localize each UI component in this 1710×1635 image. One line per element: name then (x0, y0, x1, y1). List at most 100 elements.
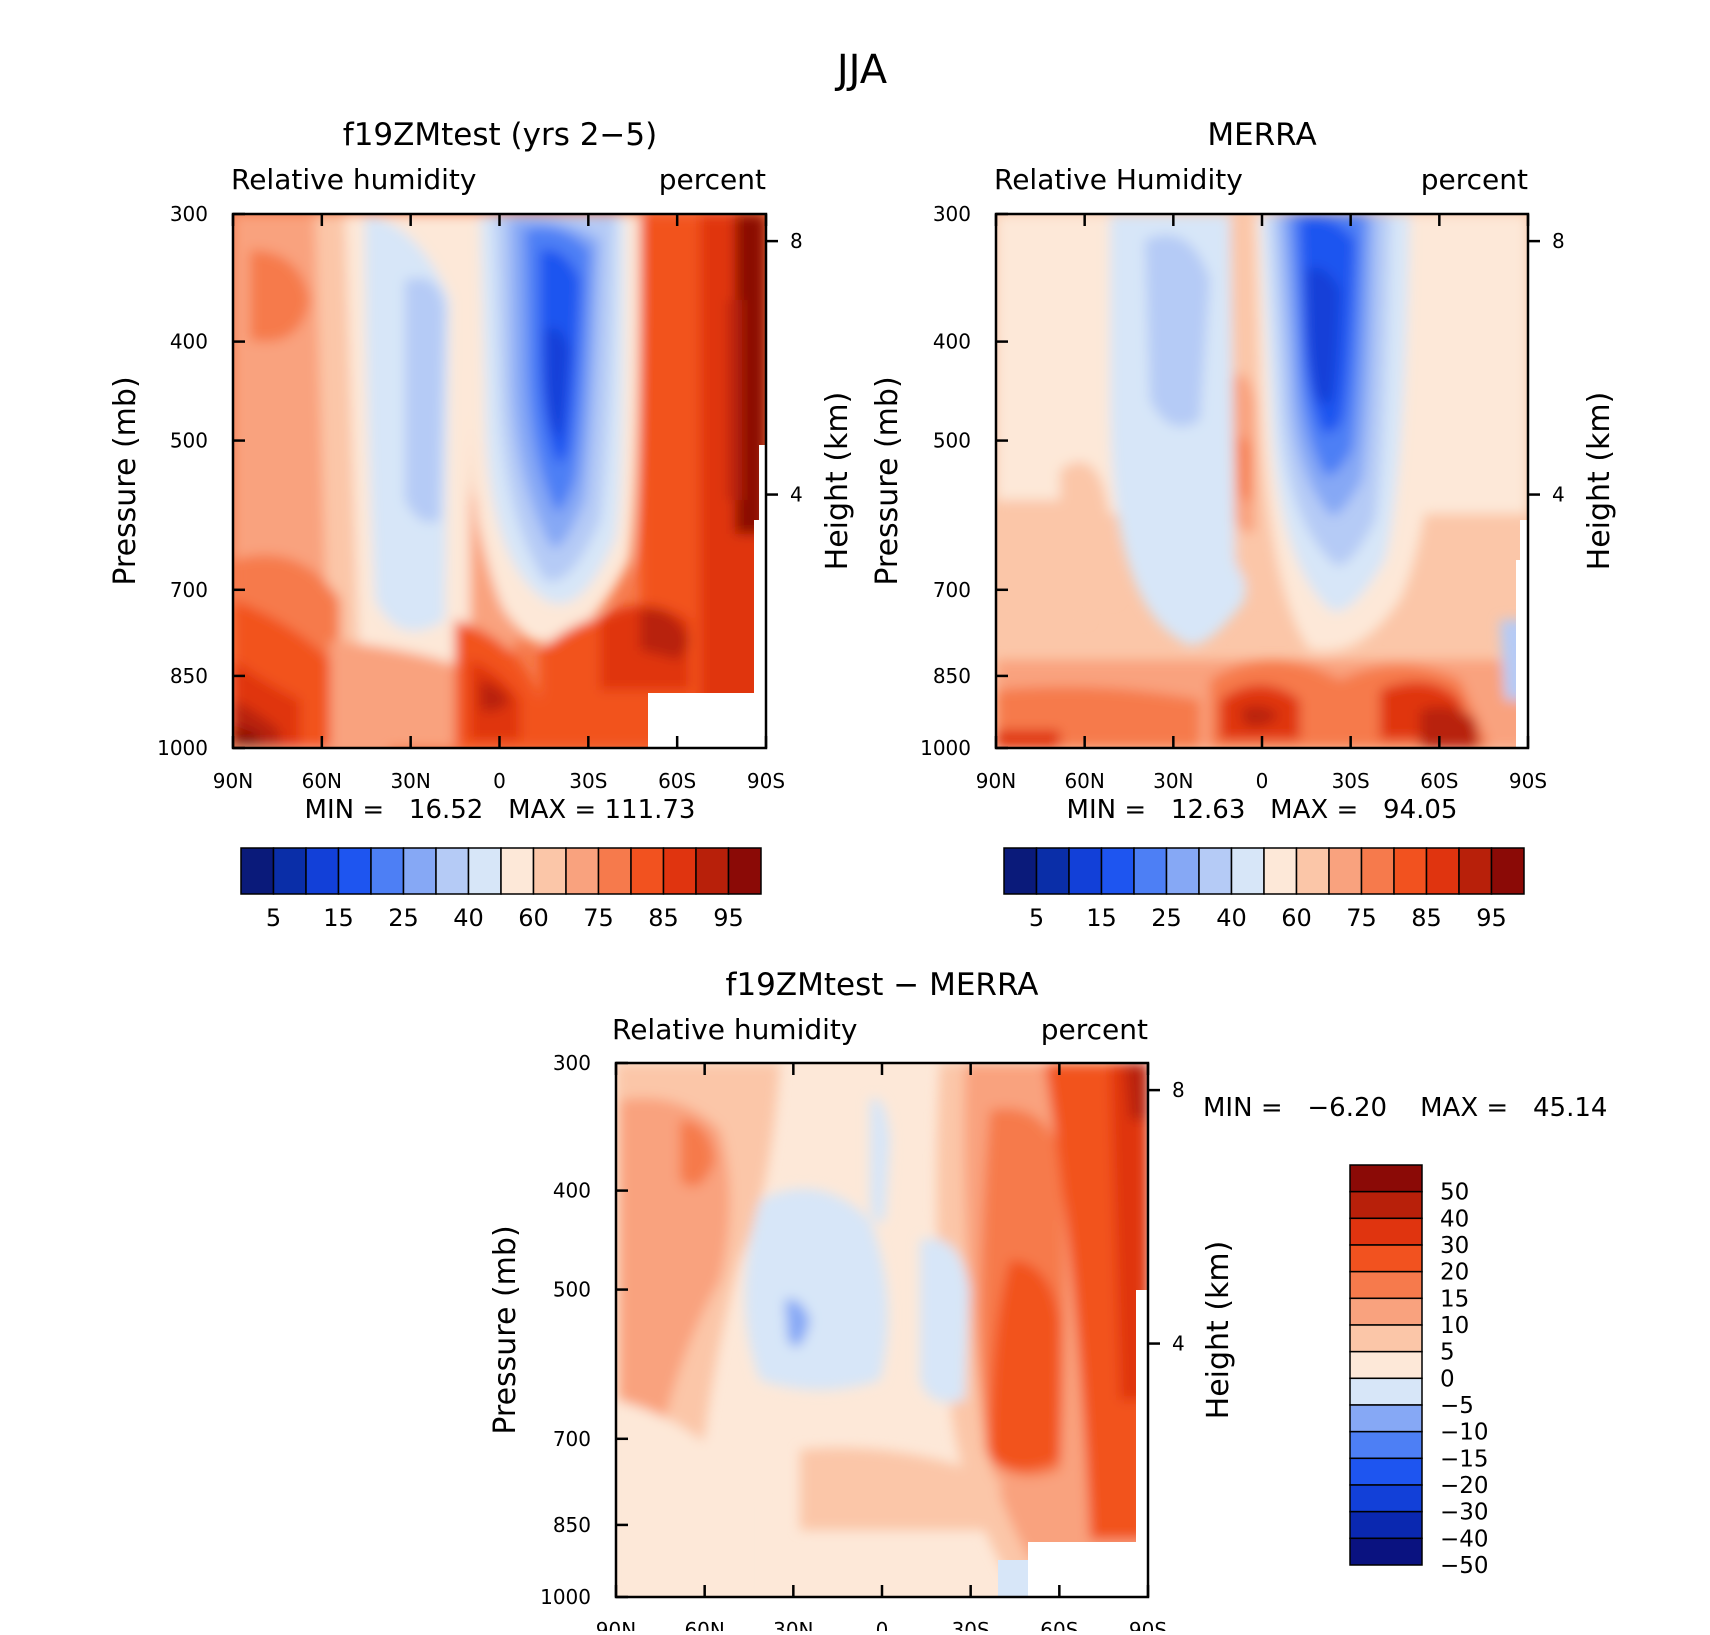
x-tick-label: 0 (876, 1618, 889, 1631)
x-tick-label: 30N (773, 1618, 813, 1631)
colorbar-label: 60 (518, 904, 549, 932)
colorbar-swatch (1349, 1377, 1423, 1406)
x-tick-label: 60S (658, 769, 696, 793)
x-tick-label: 60N (684, 1618, 724, 1631)
contour-field (233, 214, 766, 748)
colorbar-swatch (240, 847, 275, 895)
colorbar-label: 95 (713, 904, 744, 932)
colorbar-swatch (1349, 1164, 1423, 1193)
colorbar-label: 15 (323, 904, 354, 932)
y-tick-label: 500 (933, 429, 971, 453)
colorbar-swatch (1230, 847, 1265, 895)
contour-field (996, 214, 1528, 748)
panel-title: MERRA (1207, 117, 1316, 153)
y-tick-label: 300 (553, 1051, 591, 1075)
x-tick-label: 60N (302, 769, 342, 793)
y-axis-label: Pressure (mb) (488, 1225, 523, 1434)
colorbar-label: 5 (1029, 904, 1044, 932)
y-axis-right-label: Height (km) (820, 392, 855, 571)
x-tick-label: 90N (213, 769, 253, 793)
units-label: percent (659, 163, 766, 196)
x-tick-label: 30S (952, 1618, 990, 1631)
x-tick-label: 30N (1153, 769, 1193, 793)
min-max-text: MIN = 12.63 MAX = 94.05 (1067, 795, 1458, 825)
y-right-tick-label: 4 (790, 483, 803, 507)
y-tick-label: 850 (170, 664, 208, 688)
x-tick-label: 60S (1420, 769, 1458, 793)
colorbar: 5 15 25 40 60 75 85 95 (1003, 847, 1525, 932)
colorbar-swatch (305, 847, 340, 895)
x-tick-label: 90S (1129, 1618, 1167, 1631)
colorbar-label: 15 (1086, 904, 1117, 932)
x-tick-label: 60S (1040, 1618, 1078, 1631)
panel-difference: f19ZMtest − MERRA Relative humidity perc… (488, 967, 1607, 1635)
y-right-tick-label: 8 (1552, 229, 1565, 253)
colorbar-swatch (1068, 847, 1103, 895)
colorbar-swatch (1349, 1244, 1423, 1273)
y-tick-label: 700 (170, 578, 208, 602)
y-tick-label: 400 (933, 330, 971, 354)
y-tick-label: 850 (553, 1513, 591, 1537)
colorbar-label: 0 (1440, 1366, 1455, 1392)
y-axis-label: Pressure (mb) (108, 376, 143, 585)
colorbar-swatch (1349, 1484, 1423, 1513)
colorbar-label: 25 (1151, 904, 1182, 932)
colorbar-swatch (1360, 847, 1395, 895)
y-tick-label: 1000 (540, 1585, 591, 1609)
y-tick-label: 700 (553, 1427, 591, 1451)
colorbar-label: 5 (266, 904, 281, 932)
panel-title: f19ZMtest − MERRA (726, 967, 1039, 1003)
y-right-tick-label: 8 (1172, 1078, 1185, 1102)
x-tick-label: 30S (1332, 769, 1370, 793)
colorbar-label: 40 (1440, 1206, 1469, 1232)
colorbar-label: 40 (453, 904, 484, 932)
units-label: percent (1041, 1013, 1148, 1046)
x-tick-label: 90N (976, 769, 1016, 793)
colorbar-swatch (1349, 1537, 1423, 1566)
colorbar-swatch (1349, 1190, 1423, 1220)
panel-merra: MERRA Relative Humidity percent (870, 117, 1617, 932)
min-max-text: MIN = 16.52 MAX = 111.73 (305, 795, 696, 825)
colorbar-swatch (1295, 847, 1330, 895)
y-right-tick-label: 4 (1552, 483, 1565, 507)
colorbar-swatch (1035, 847, 1070, 895)
colorbar-swatch (1349, 1324, 1423, 1353)
panel-title: f19ZMtest (yrs 2−5) (343, 117, 657, 153)
colorbar-swatch (1349, 1350, 1423, 1380)
colorbar-label: 40 (1216, 904, 1247, 932)
axes: 90N 60N 30N 0 30S 60S 90S 300 400 500 700 850 1000 8 4 (157, 202, 803, 793)
colorbar-label: 75 (1346, 904, 1377, 932)
colorbar-swatch (1349, 1297, 1423, 1326)
colorbar-swatch (1490, 847, 1525, 895)
contour-field (616, 1063, 1148, 1597)
axes: 90N 60N 30N 0 30S 60S 90S 300 400 500 700 850 1000 8 4 (920, 202, 1565, 793)
colorbar-label: 95 (1476, 904, 1507, 932)
x-tick-label: 90S (1509, 769, 1547, 793)
x-tick-label: 90N (596, 1618, 636, 1631)
colorbar-swatch (435, 847, 470, 895)
colorbar-swatch (1458, 847, 1493, 895)
y-tick-label: 400 (553, 1179, 591, 1203)
colorbar-label: −20 (1440, 1473, 1489, 1499)
colorbar-swatch (500, 847, 535, 895)
variable-label: Relative humidity (231, 163, 476, 196)
colorbar-swatch (1165, 847, 1200, 895)
y-axis-right-label: Height (km) (1582, 392, 1617, 571)
y-tick-label: 500 (553, 1278, 591, 1302)
x-tick-label: 0 (1256, 769, 1269, 793)
colorbar-label: −5 (1440, 1393, 1474, 1419)
y-tick-label: 300 (170, 202, 208, 226)
variable-label: Relative Humidity (994, 163, 1243, 196)
colorbar-label: 5 (1440, 1340, 1455, 1366)
colorbar-label: 60 (1281, 904, 1312, 932)
colorbar-swatch (1349, 1404, 1423, 1433)
y-tick-label: 1000 (157, 736, 208, 760)
y-tick-label: 850 (933, 664, 971, 688)
min-max-text: MIN = −6.20 MAX = 45.14 (1203, 1093, 1607, 1123)
y-tick-label: 500 (170, 429, 208, 453)
colorbar: 5 15 25 40 60 75 85 95 (240, 847, 762, 932)
colorbar-label: 15 (1440, 1286, 1469, 1312)
colorbar-label: −30 (1440, 1500, 1489, 1526)
